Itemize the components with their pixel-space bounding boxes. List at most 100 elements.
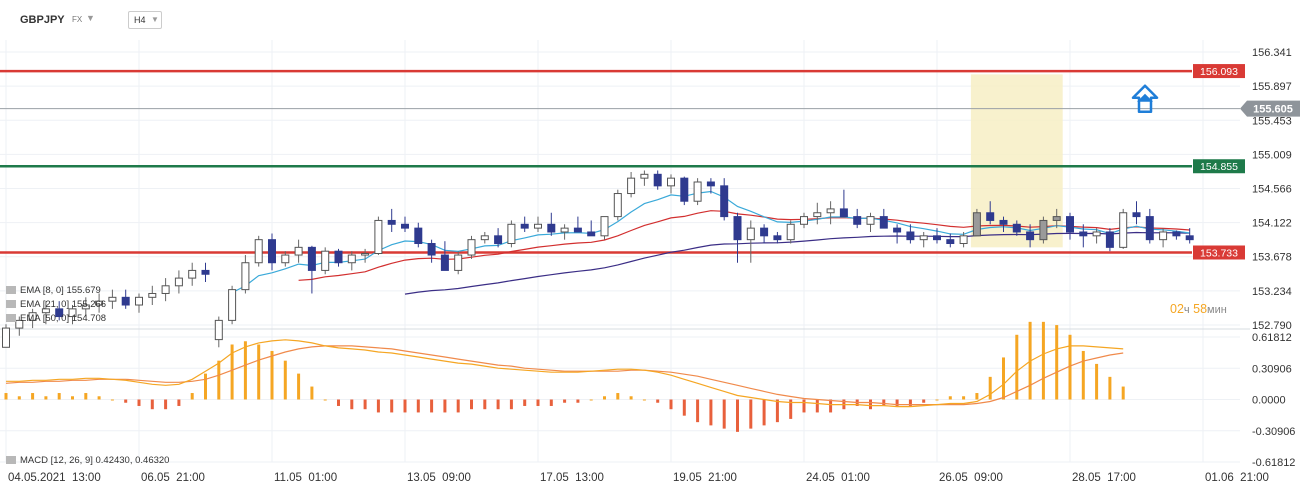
candle[interactable] (839, 189, 848, 218)
candle[interactable] (135, 293, 143, 313)
candle[interactable] (946, 233, 955, 248)
candle[interactable] (986, 201, 995, 225)
candle[interactable] (41, 301, 50, 325)
candle[interactable] (228, 285, 237, 325)
candle[interactable] (347, 251, 356, 271)
candle[interactable] (480, 231, 489, 244)
candle[interactable] (906, 224, 915, 244)
candle[interactable] (800, 212, 808, 229)
candle[interactable] (1105, 228, 1114, 252)
settings-icon[interactable] (6, 456, 16, 465)
candle[interactable] (1172, 230, 1181, 240)
candle[interactable] (454, 251, 463, 275)
candle[interactable] (148, 285, 157, 306)
candle[interactable] (1132, 201, 1141, 225)
candle[interactable] (667, 174, 675, 194)
candle[interactable] (427, 239, 436, 263)
candle[interactable] (321, 247, 330, 275)
candle[interactable] (214, 316, 223, 348)
candle[interactable] (1145, 208, 1154, 244)
candle[interactable] (573, 216, 582, 233)
candle[interactable] (999, 216, 1008, 232)
settings-icon[interactable] (6, 300, 16, 309)
candle[interactable] (1119, 208, 1128, 249)
legend-ema8[interactable]: EMA [8, 0] 155.679 (6, 285, 101, 296)
candle[interactable] (28, 308, 37, 329)
candles[interactable] (2, 170, 1194, 348)
candle[interactable] (786, 220, 795, 244)
legend-macd[interactable]: MACD [12, 26, 9] 0.42430, 0.46320 (6, 455, 169, 466)
candle[interactable] (401, 216, 409, 232)
candle[interactable] (361, 248, 370, 263)
candle[interactable] (494, 228, 503, 248)
candle[interactable] (1039, 216, 1048, 244)
candle[interactable] (121, 289, 130, 309)
candle[interactable] (307, 245, 316, 294)
candle[interactable] (853, 208, 862, 229)
candle[interactable] (933, 228, 941, 244)
candle[interactable] (188, 262, 197, 286)
candle[interactable] (587, 220, 596, 237)
symbol-name[interactable]: GBPJPY (20, 14, 65, 26)
candle[interactable] (2, 324, 10, 348)
candle[interactable] (826, 201, 835, 225)
candle[interactable] (55, 301, 64, 321)
candle[interactable] (1185, 228, 1194, 244)
candle[interactable] (201, 262, 210, 282)
chevron-down-icon[interactable]: ▼ (86, 13, 95, 23)
candle[interactable] (374, 216, 383, 256)
candle[interactable] (1026, 224, 1035, 248)
legend-ema21[interactable]: EMA [21, 0] 155.266 (6, 299, 106, 310)
candle[interactable] (281, 251, 290, 267)
candle[interactable] (467, 235, 476, 259)
candle[interactable] (161, 278, 170, 302)
candle[interactable] (760, 224, 769, 244)
candle[interactable] (879, 208, 888, 229)
timeframe-select[interactable]: H4 ▼ (128, 11, 162, 29)
candle[interactable] (1066, 212, 1074, 240)
candle[interactable] (893, 224, 902, 244)
candle[interactable] (268, 233, 276, 271)
candle[interactable] (440, 241, 449, 271)
candle[interactable] (174, 270, 183, 294)
candle[interactable] (1012, 220, 1021, 236)
candle[interactable] (414, 222, 423, 248)
candle[interactable] (1052, 208, 1061, 229)
candle[interactable] (108, 289, 117, 309)
candle[interactable] (1159, 228, 1168, 248)
candle[interactable] (68, 305, 77, 325)
candle[interactable] (534, 216, 542, 232)
legend-ema50[interactable]: EMA [50, 0] 154.708 (6, 313, 106, 324)
candle[interactable] (746, 220, 755, 263)
candle[interactable] (919, 231, 928, 248)
candle[interactable] (720, 178, 729, 221)
candle[interactable] (627, 172, 636, 198)
candle[interactable] (294, 239, 303, 263)
settings-icon[interactable] (6, 314, 16, 323)
candle[interactable] (95, 293, 104, 313)
candle[interactable] (387, 208, 396, 232)
candle[interactable] (813, 202, 822, 225)
candle[interactable] (15, 316, 24, 336)
candle[interactable] (507, 220, 516, 248)
candle[interactable] (959, 231, 968, 248)
candle[interactable] (600, 216, 609, 240)
candle[interactable] (547, 212, 556, 236)
candle[interactable] (1092, 228, 1101, 244)
candle[interactable] (693, 178, 702, 206)
candle[interactable] (254, 235, 263, 267)
candle[interactable] (520, 216, 529, 232)
candle[interactable] (334, 248, 343, 267)
candle[interactable] (1079, 224, 1088, 248)
candle[interactable] (241, 255, 250, 294)
candle[interactable] (866, 212, 875, 232)
candle[interactable] (972, 208, 981, 237)
candle[interactable] (680, 176, 689, 206)
candle[interactable] (653, 170, 662, 190)
candle[interactable] (773, 231, 782, 244)
candle[interactable] (613, 189, 622, 221)
candle[interactable] (560, 224, 569, 240)
candle[interactable] (640, 170, 649, 186)
candle[interactable] (81, 297, 90, 317)
